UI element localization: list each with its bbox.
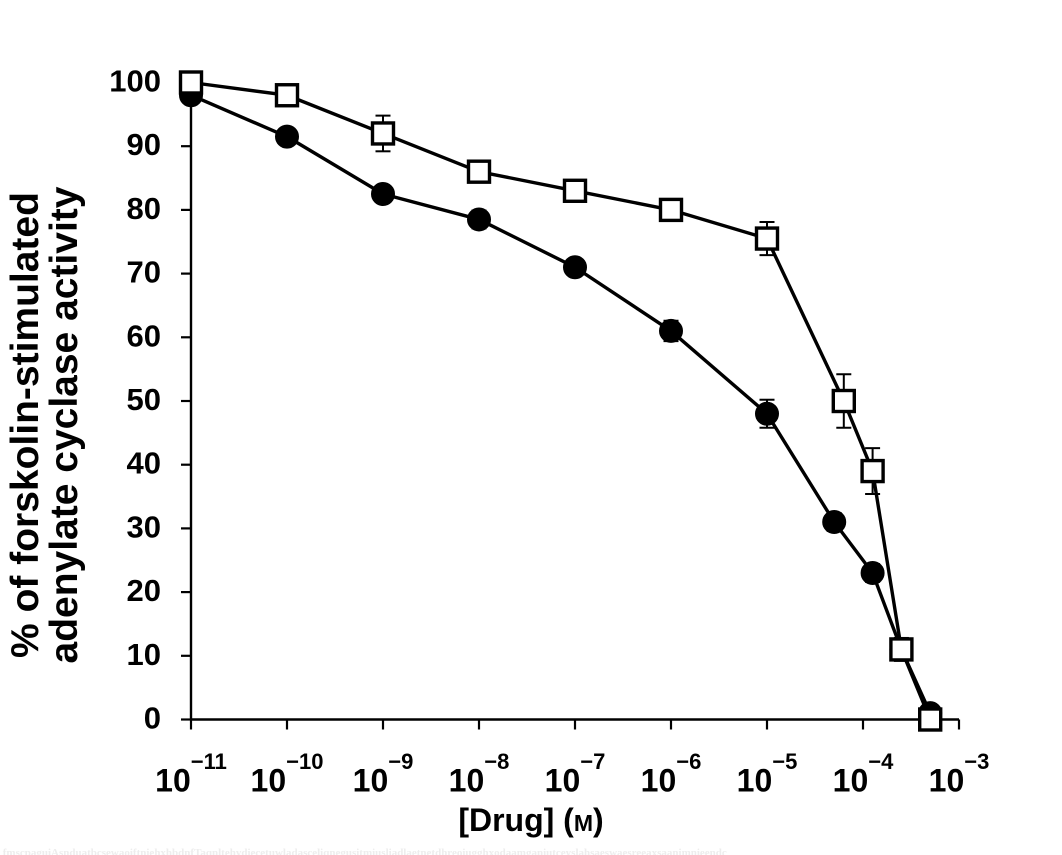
svg-text:20: 20 <box>127 573 161 608</box>
svg-text:90: 90 <box>127 127 161 162</box>
svg-text:10: 10 <box>127 637 161 672</box>
svg-text:30: 30 <box>127 509 161 544</box>
svg-text:60: 60 <box>127 318 161 353</box>
svg-text:70: 70 <box>127 255 161 290</box>
svg-text:100: 100 <box>109 64 161 99</box>
svg-text:40: 40 <box>127 446 161 481</box>
svg-text:80: 80 <box>127 191 161 226</box>
svg-text:50: 50 <box>127 382 161 417</box>
svg-text:0: 0 <box>144 701 161 736</box>
